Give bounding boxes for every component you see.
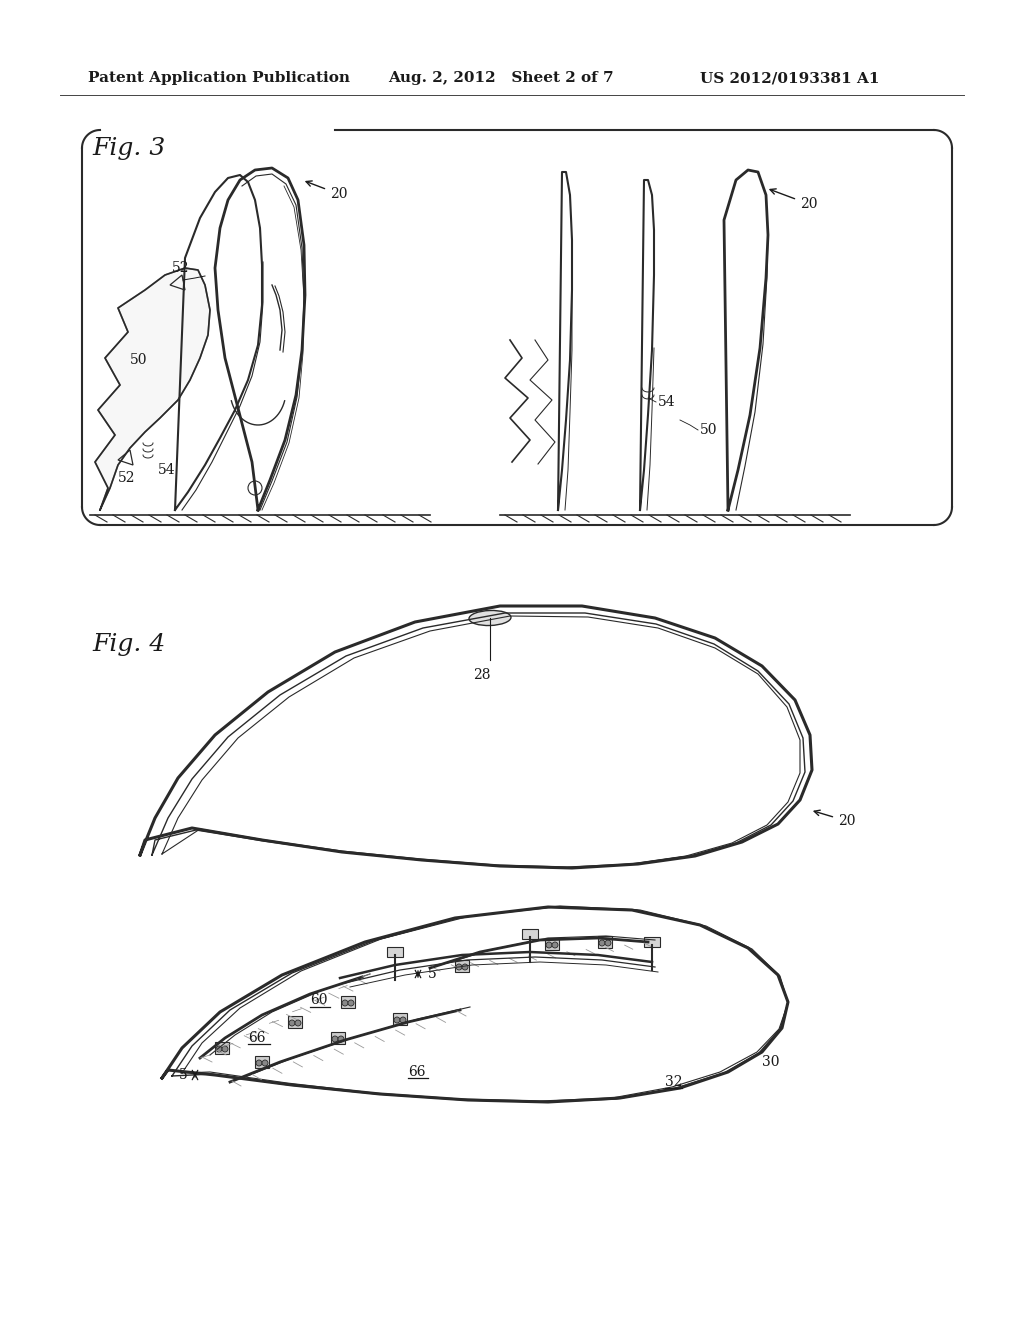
Circle shape (289, 1020, 295, 1026)
Circle shape (295, 1020, 301, 1026)
Text: 50: 50 (700, 422, 718, 437)
Polygon shape (95, 268, 210, 510)
Text: 20: 20 (814, 810, 855, 828)
Circle shape (552, 942, 558, 948)
Circle shape (599, 940, 605, 946)
Text: 60: 60 (310, 993, 328, 1007)
Bar (522, 929, 538, 939)
Bar (644, 937, 660, 946)
Circle shape (605, 940, 611, 946)
Text: Patent Application Publication: Patent Application Publication (88, 71, 350, 84)
Text: 54: 54 (658, 395, 676, 409)
Text: 66: 66 (408, 1065, 426, 1078)
Text: 52: 52 (172, 261, 189, 275)
Text: Fig. 4: Fig. 4 (92, 634, 165, 656)
Text: 50: 50 (130, 352, 147, 367)
Text: US 2012/0193381 A1: US 2012/0193381 A1 (700, 71, 880, 84)
Circle shape (342, 1001, 348, 1006)
Bar (215, 1041, 229, 1053)
Circle shape (462, 964, 468, 970)
Text: 20: 20 (770, 189, 817, 211)
Text: 32: 32 (665, 1074, 683, 1089)
Bar (455, 960, 469, 972)
Text: Fig. 3: Fig. 3 (92, 136, 165, 160)
Bar (288, 1016, 302, 1028)
Text: 52: 52 (118, 471, 135, 484)
Circle shape (400, 1016, 406, 1023)
Text: 54: 54 (158, 463, 176, 477)
Bar (387, 946, 403, 957)
Bar (331, 1032, 345, 1044)
Ellipse shape (469, 610, 511, 626)
Circle shape (394, 1016, 400, 1023)
Circle shape (216, 1045, 222, 1052)
Circle shape (348, 1001, 354, 1006)
Circle shape (222, 1045, 228, 1052)
Circle shape (338, 1036, 344, 1041)
Text: 20: 20 (306, 181, 347, 201)
Circle shape (546, 942, 552, 948)
Text: 5: 5 (428, 968, 437, 981)
Circle shape (456, 964, 462, 970)
Text: 30: 30 (762, 1055, 779, 1069)
Bar (393, 1012, 407, 1026)
Text: 5: 5 (178, 1068, 187, 1082)
Circle shape (256, 1060, 262, 1067)
Bar (341, 997, 355, 1008)
Text: 28: 28 (473, 668, 490, 682)
Bar (598, 936, 612, 948)
Circle shape (332, 1036, 338, 1041)
Bar (545, 939, 559, 950)
Text: Aug. 2, 2012   Sheet 2 of 7: Aug. 2, 2012 Sheet 2 of 7 (388, 71, 613, 84)
Circle shape (262, 1060, 268, 1067)
Bar (255, 1056, 269, 1068)
Text: 66: 66 (248, 1031, 265, 1045)
